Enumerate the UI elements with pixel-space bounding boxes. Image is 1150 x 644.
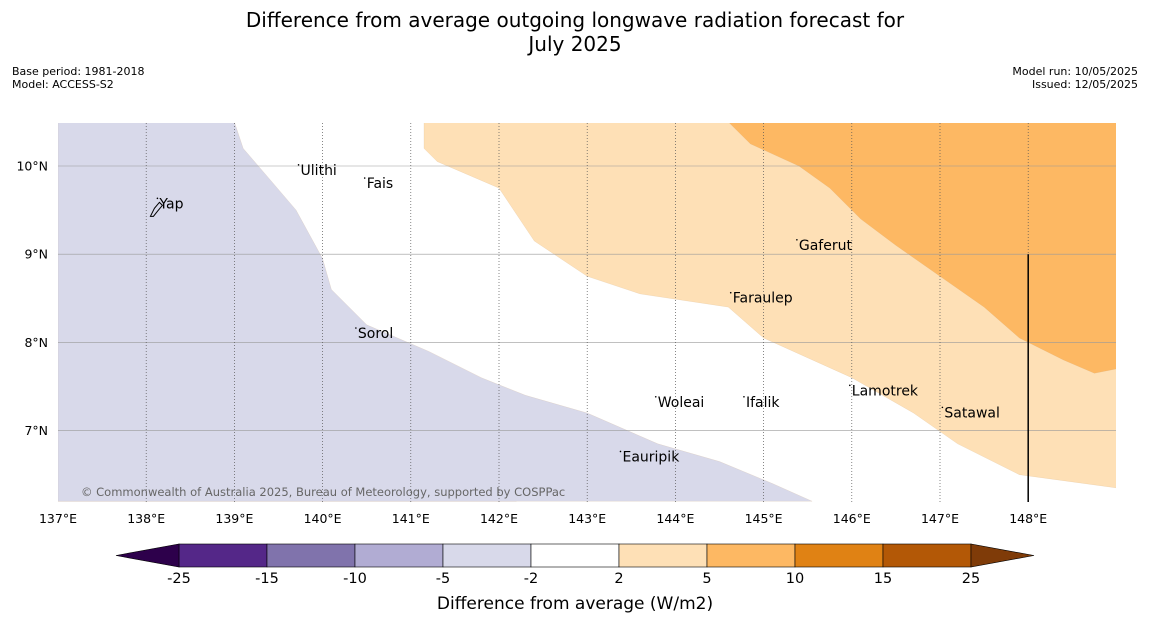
- lon-tick-label: 139°E: [215, 511, 253, 526]
- island-marker: [363, 177, 366, 179]
- title-line-2: July 2025: [528, 32, 622, 56]
- contour-region: [58, 123, 813, 502]
- place-label: Eauripik: [622, 449, 680, 465]
- colorbar-label: Difference from average (W/m2): [436, 594, 714, 614]
- island-marker: [355, 327, 357, 329]
- colorbar-swatch: [882, 543, 972, 568]
- colorbar-swatch: [266, 543, 356, 568]
- lat-tick-label: 10°N: [16, 159, 48, 174]
- place-label: Woleai: [658, 395, 705, 411]
- title-line-1: Difference from average outgoing longwav…: [245, 8, 905, 32]
- place-label: Ifalik: [746, 395, 780, 411]
- colorbar-tick-label: -15: [255, 571, 279, 587]
- colorbar-tick-label: -25: [167, 571, 191, 587]
- island-marker: [849, 384, 851, 387]
- lat-tick-label: 9°N: [24, 247, 48, 262]
- axis-labels: 137°E 138°E 139°E 140°E 141°E 142°E 143°E 144°E…: [16, 159, 1047, 527]
- place-label: Yap: [158, 196, 183, 212]
- colorbar-swatch: [530, 543, 620, 568]
- colorbar-tick-label: -10: [343, 571, 367, 587]
- contour-fills: [58, 123, 1116, 502]
- lon-tick-label: 143°E: [568, 511, 606, 526]
- lon-tick-label: 137°E: [39, 511, 77, 526]
- place-label: Faraulep: [733, 291, 793, 307]
- place-label: Gaferut: [799, 238, 853, 254]
- base-period: Base period: 1981-2018: [12, 65, 145, 78]
- colorbar-tick-label: 15: [874, 571, 892, 587]
- colorbar-swatch: [354, 543, 444, 568]
- lat-tick-label: 7°N: [24, 423, 48, 438]
- lon-tick-label: 140°E: [304, 511, 342, 526]
- copyright-text: © Commonwealth of Australia 2025, Bureau…: [81, 485, 565, 499]
- island-marker: [941, 406, 944, 409]
- lon-tick-label: 141°E: [392, 511, 430, 526]
- island-marker: [743, 395, 745, 398]
- map-plot: Ulithi Fais Yap Gaferut Faraulep Sorol Lamotre…: [16, 123, 1116, 527]
- place-label: Lamotrek: [852, 383, 919, 399]
- meta-right: Model run: 10/05/2025 Issued: 12/05/2025: [1012, 65, 1138, 91]
- island-marker: [729, 291, 732, 294]
- meta-left: Base period: 1981-2018 Model: ACCESS-S2: [12, 65, 144, 91]
- island-marker: [796, 238, 798, 241]
- map-title: Difference from average outgoing longwav…: [175, 8, 975, 56]
- place-label: Ulithi: [301, 163, 337, 179]
- lon-tick-label: 147°E: [921, 511, 959, 526]
- island-marker: [297, 164, 300, 166]
- place-labels: Ulithi Fais Yap Gaferut Faraulep Sorol Lamotre…: [156, 163, 1000, 465]
- colorbar-tick-label: -5: [436, 571, 450, 587]
- issued-date: Issued: 12/05/2025: [1031, 78, 1138, 91]
- model-name: Model: ACCESS-S2: [12, 78, 114, 91]
- colorbar-tick-label: -2: [524, 571, 538, 587]
- colorbar: -25 -15 -10 -5 -2 2 5 10 15 25: [115, 543, 1035, 587]
- colorbar-tick-label: 25: [962, 571, 980, 587]
- colorbar-over-arrow: [970, 543, 1035, 568]
- island-outline: [149, 201, 164, 217]
- lon-tick-label: 148°E: [1009, 511, 1047, 526]
- colorbar-swatch: [706, 543, 796, 568]
- place-label: Satawal: [944, 405, 999, 421]
- island-marker: [156, 197, 159, 200]
- lon-tick-label: 142°E: [480, 511, 518, 526]
- contour-region: [729, 123, 1116, 374]
- colorbar-under-arrow: [115, 543, 180, 568]
- lon-tick-label: 144°E: [656, 511, 694, 526]
- lon-tick-label: 138°E: [127, 511, 165, 526]
- colorbar-tick-label: 5: [702, 571, 711, 587]
- island-marker: [654, 395, 657, 398]
- island-marker: [619, 450, 622, 453]
- lat-tick-label: 8°N: [24, 335, 48, 350]
- lon-tick-label: 146°E: [833, 511, 871, 526]
- colorbar-tick-label: 2: [614, 571, 623, 587]
- colorbar-swatch: [794, 543, 884, 568]
- colorbar-swatch: [442, 543, 532, 568]
- model-run: Model run: 10/05/2025: [1012, 65, 1138, 78]
- place-label: Sorol: [358, 326, 393, 342]
- lon-tick-label: 145°E: [745, 511, 783, 526]
- place-label: Fais: [367, 176, 394, 192]
- colorbar-tick-label: 10: [786, 571, 804, 587]
- colorbar-swatch: [618, 543, 708, 568]
- colorbar-swatch: [178, 543, 268, 568]
